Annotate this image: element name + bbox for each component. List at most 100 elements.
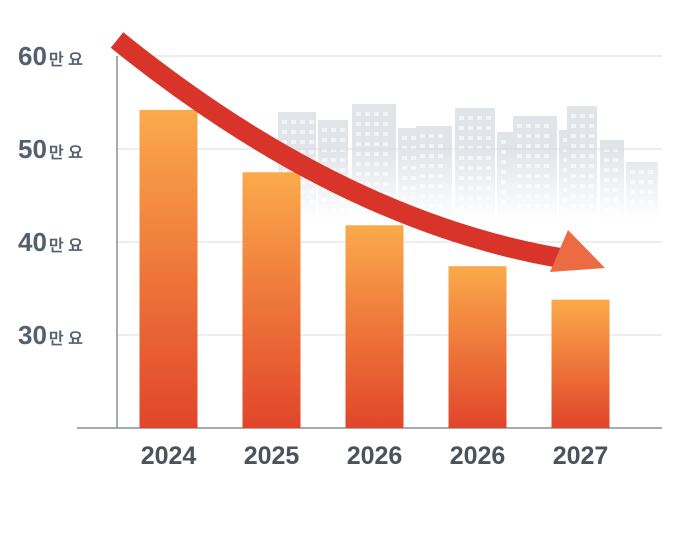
skyline-window	[331, 128, 336, 132]
skyline-window	[282, 120, 287, 124]
skyline-window	[468, 136, 473, 140]
skyline-window	[535, 144, 540, 148]
y-tick-label: 30 만 요	[18, 320, 83, 350]
skyline-window	[477, 136, 482, 140]
skyline-window	[374, 142, 379, 146]
skyline-window	[535, 124, 540, 128]
skyline-window	[517, 134, 522, 138]
skyline-window	[544, 134, 549, 138]
skyline-window	[331, 138, 336, 142]
skyline-window	[477, 126, 482, 130]
y-tick-value: 40	[18, 227, 47, 257]
skyline-window	[291, 130, 296, 134]
skyline-window	[356, 132, 361, 136]
skyline-window	[356, 112, 361, 116]
skyline-window	[365, 132, 370, 136]
y-tick-value: 30	[18, 320, 47, 350]
skyline-window	[438, 144, 443, 148]
skyline-window	[580, 134, 585, 138]
skyline-window	[535, 134, 540, 138]
skyline-window	[459, 126, 464, 130]
bar	[551, 299, 610, 428]
skyline-window	[383, 112, 388, 116]
skyline-window	[282, 140, 287, 144]
skyline-window	[468, 126, 473, 130]
skyline-window	[340, 138, 345, 142]
bar	[139, 109, 198, 428]
skyline-window	[374, 132, 379, 136]
skyline-window	[544, 124, 549, 128]
skyline-window	[291, 120, 296, 124]
skyline-window	[477, 116, 482, 120]
skyline-window	[309, 120, 314, 124]
skyline-window	[517, 124, 522, 128]
skyline-window	[526, 134, 531, 138]
x-tick-label: 2026	[347, 442, 403, 470]
skyline-window	[383, 142, 388, 146]
skyline-window	[486, 126, 491, 130]
bar	[448, 266, 507, 428]
bar	[242, 172, 301, 428]
skyline-window	[438, 134, 443, 138]
downward-trend-arrow-icon	[110, 32, 605, 272]
skyline-window	[420, 134, 425, 138]
x-axis-category-labels: 2024 2025 2026 2026 2027	[141, 442, 609, 470]
skyline-window	[402, 146, 407, 150]
skyline-window	[517, 144, 522, 148]
skyline-window	[383, 122, 388, 126]
skyline-window	[282, 130, 287, 134]
y-tick-unit: 만 요	[49, 237, 83, 255]
y-axis-tick-labels: 30 만 요40 만 요50 만 요60 만 요	[18, 41, 83, 350]
y-tick-unit: 만 요	[49, 51, 83, 69]
skyline-window	[365, 112, 370, 116]
x-tick-label: 2024	[141, 442, 197, 470]
skyline-window	[365, 122, 370, 126]
skyline-window	[411, 136, 416, 140]
skyline-window	[477, 146, 482, 150]
skyline-window	[356, 142, 361, 146]
skyline-window	[429, 134, 434, 138]
skyline-window	[356, 122, 361, 126]
trend-arrow-head	[550, 230, 605, 272]
skyline-window	[501, 140, 506, 144]
skyline-window	[571, 144, 576, 148]
skyline-window	[459, 116, 464, 120]
bar	[345, 225, 404, 428]
y-tick-label: 40 만 요	[18, 227, 83, 257]
skyline-window	[486, 146, 491, 150]
skyline-window	[309, 140, 314, 144]
skyline-window	[468, 146, 473, 150]
skyline-window	[486, 136, 491, 140]
skyline-window	[580, 144, 585, 148]
skyline-window	[300, 120, 305, 124]
y-tick-value: 50	[18, 134, 47, 164]
y-tick-label: 60 만 요	[18, 41, 83, 71]
skyline-window	[563, 138, 568, 142]
x-tick-label: 2027	[553, 442, 609, 470]
skyline-window	[374, 112, 379, 116]
skyline-window	[411, 146, 416, 150]
y-tick-unit: 만 요	[49, 330, 83, 348]
skyline-window	[420, 144, 425, 148]
y-tick-unit: 만 요	[49, 144, 83, 162]
x-tick-label: 2025	[244, 442, 300, 470]
skyline-window	[468, 116, 473, 120]
y-tick-label: 50 만 요	[18, 134, 83, 164]
skyline-window	[571, 124, 576, 128]
skyline-window	[340, 128, 345, 132]
skyline-window	[459, 136, 464, 140]
skyline-window	[291, 140, 296, 144]
skyline-window	[526, 144, 531, 148]
skyline-window	[580, 124, 585, 128]
skyline-window	[300, 130, 305, 134]
skyline-window	[300, 140, 305, 144]
skyline-window	[486, 116, 491, 120]
skyline-window	[544, 144, 549, 148]
skyline-window	[322, 128, 327, 132]
skyline-window	[589, 124, 594, 128]
skyline-window	[526, 124, 531, 128]
skyline-window	[589, 114, 594, 118]
skyline-window	[589, 144, 594, 148]
